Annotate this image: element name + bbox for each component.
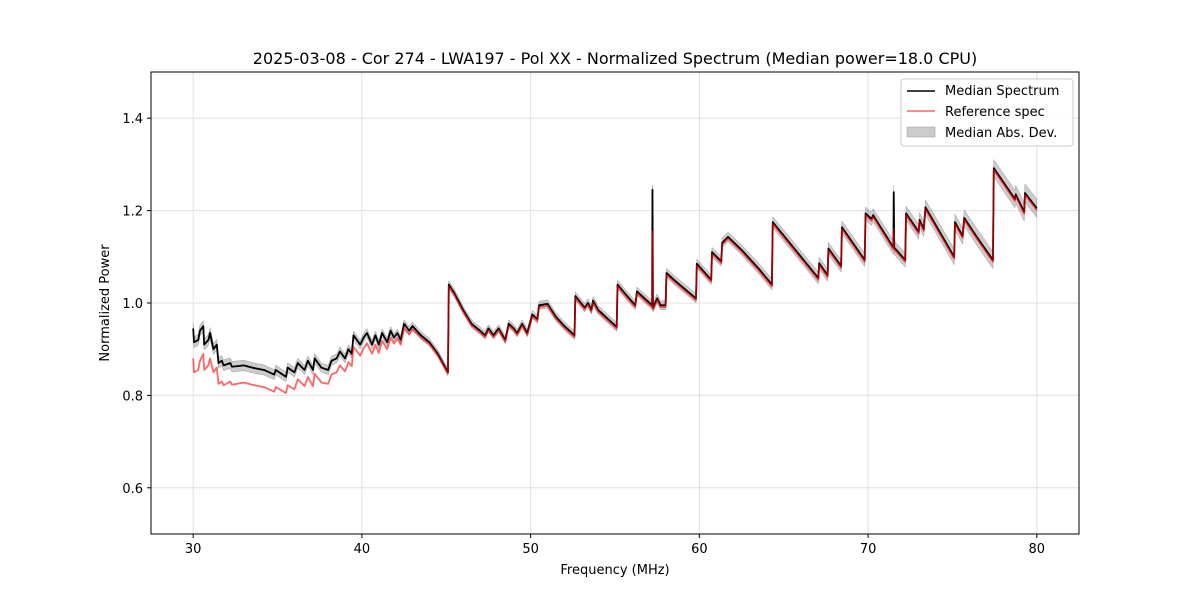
y-tick-label: 0.8 [122, 389, 143, 404]
chart-title: 2025-03-08 - Cor 274 - LWA197 - Pol XX -… [253, 49, 977, 68]
x-tick-label: 60 [691, 542, 708, 557]
median-spectrum-line [192, 167, 1038, 378]
x-tick-label: 40 [354, 542, 371, 557]
y-tick-label: 1.2 [122, 205, 143, 220]
legend-label-mad: Median Abs. Dev. [945, 126, 1057, 141]
y-axis-label: Normalized Power [98, 244, 113, 362]
y-tick-label: 1.4 [122, 112, 143, 127]
legend-swatch-mad [906, 126, 936, 138]
y-tick-label: 0.6 [122, 482, 143, 497]
x-axis-label: Frequency (MHz) [560, 563, 669, 578]
x-tick-label: 70 [860, 542, 877, 557]
x-tick-label: 50 [522, 542, 539, 557]
legend: Median Spectrum Reference spec Median Ab… [900, 78, 1074, 147]
reference-spectrum-line [192, 169, 1038, 394]
legend-label-reference: Reference spec [945, 105, 1045, 120]
y-tick-label: 1.0 [122, 297, 143, 312]
x-tick-label: 30 [185, 542, 202, 557]
x-tick-label: 80 [1029, 542, 1046, 557]
legend-label-median: Median Spectrum [945, 84, 1059, 99]
